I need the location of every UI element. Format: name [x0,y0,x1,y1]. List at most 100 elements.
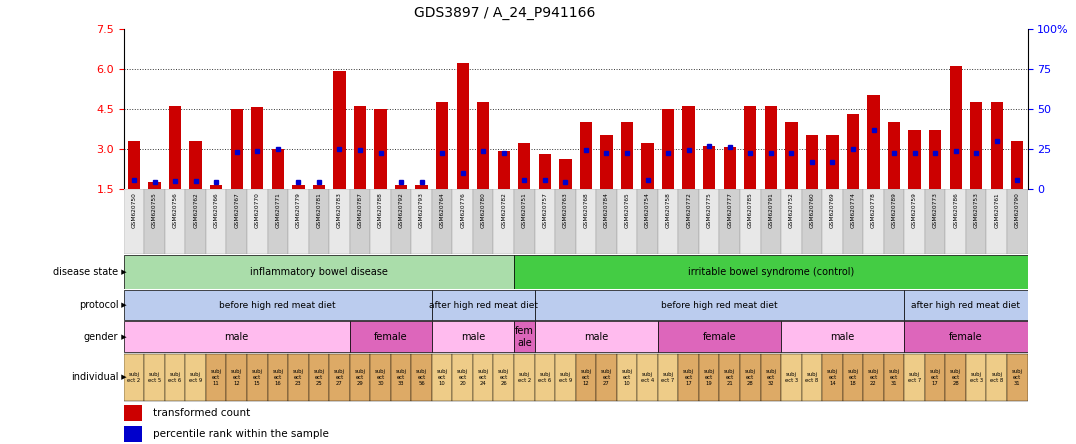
Bar [925,354,946,401]
Text: before high red meat diet: before high red meat diet [220,301,336,309]
Bar [723,147,736,189]
Bar [555,354,576,401]
Text: GSM620756: GSM620756 [172,192,178,228]
Bar [189,141,202,189]
Text: transformed count: transformed count [153,408,250,418]
Text: ▶: ▶ [119,374,127,381]
Text: ▶: ▶ [119,269,127,275]
Text: subj
ect 3: subj ect 3 [784,372,798,383]
Text: subj
ect
28: subj ect 28 [950,369,961,386]
Text: GSM620769: GSM620769 [830,192,835,228]
Bar [806,135,818,189]
Text: GSM620791: GSM620791 [768,192,774,228]
Text: GSM620771: GSM620771 [275,192,281,228]
Text: GSM620776: GSM620776 [461,192,465,228]
Text: GSM620780: GSM620780 [481,192,485,228]
Text: GSM620761: GSM620761 [994,192,1000,228]
Bar [497,151,510,189]
Bar [740,354,761,401]
Bar [843,189,863,254]
Bar [991,102,1003,189]
Text: subj
ect 8: subj ect 8 [990,372,1004,383]
Bar [720,189,740,254]
Bar [452,189,473,254]
Bar [313,185,325,189]
Text: GSM620753: GSM620753 [974,192,979,228]
Bar [165,189,185,254]
Text: GSM620754: GSM620754 [645,192,650,228]
Bar [535,321,657,353]
Text: male: male [584,332,608,342]
Text: subj
ect
28: subj ect 28 [745,369,755,386]
Text: GSM620785: GSM620785 [748,192,753,228]
Bar [641,143,654,189]
Bar [268,354,288,401]
Text: subj
ect
27: subj ect 27 [601,369,612,386]
Bar [576,354,596,401]
Bar [124,426,142,442]
Text: female: female [374,332,408,342]
Bar [477,102,490,189]
Bar [761,189,781,254]
Text: GSM620777: GSM620777 [727,192,733,228]
Text: subj
ect 6: subj ect 6 [169,372,182,383]
Text: subj
ect
25: subj ect 25 [313,369,324,386]
Text: GSM620763: GSM620763 [563,192,568,228]
Bar [781,321,904,353]
Bar [847,114,859,189]
Bar [555,189,576,254]
Text: fem
ale: fem ale [515,326,534,348]
Bar [966,354,987,401]
Bar [415,185,428,189]
Bar [1011,141,1023,189]
Bar [720,354,740,401]
Bar [826,135,838,189]
Text: subj
ect
56: subj ect 56 [416,369,427,386]
Text: after high red meat diet: after high red meat diet [911,301,1020,309]
Bar [226,189,247,254]
Text: GSM620790: GSM620790 [1015,192,1020,228]
Bar [637,189,657,254]
Bar [888,122,901,189]
Text: gender: gender [84,332,118,342]
Bar [431,321,514,353]
Text: GSM620784: GSM620784 [604,192,609,228]
Bar [781,354,802,401]
Bar [226,354,247,401]
Bar [124,321,350,353]
Text: GSM620767: GSM620767 [235,192,239,228]
Bar [206,354,226,401]
Text: subj
ect
23: subj ect 23 [293,369,303,386]
Bar [908,130,921,189]
Bar [271,149,284,189]
Text: GSM620774: GSM620774 [850,192,855,228]
Bar [329,354,350,401]
Bar [124,255,514,289]
Bar [411,189,431,254]
Bar [946,354,966,401]
Bar [514,354,535,401]
Bar [617,189,637,254]
Text: male: male [831,332,854,342]
Bar [350,354,370,401]
Bar [124,354,144,401]
Text: subj
ect
19: subj ect 19 [704,369,714,386]
Text: GDS3897 / A_24_P941166: GDS3897 / A_24_P941166 [414,6,596,20]
Bar [247,189,268,254]
Text: subj
ect
17: subj ect 17 [683,369,694,386]
Bar [971,102,982,189]
Bar [904,189,925,254]
Bar [514,189,535,254]
Bar [539,154,551,189]
Text: subj
ect 6: subj ect 6 [538,372,552,383]
Text: GSM620751: GSM620751 [522,192,527,228]
Text: subj
ect
16: subj ect 16 [272,369,283,386]
Bar [863,354,883,401]
Text: GSM620787: GSM620787 [357,192,363,228]
Text: subj
ect
14: subj ect 14 [827,369,838,386]
Text: protocol: protocol [79,300,118,310]
Bar [657,354,678,401]
Bar [699,354,720,401]
Bar [765,106,777,189]
Bar [1007,189,1028,254]
